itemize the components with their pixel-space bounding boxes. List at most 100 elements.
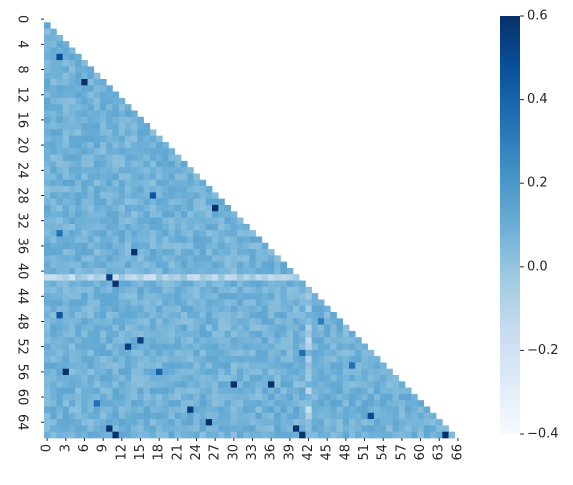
heatmap-cell [87, 324, 95, 332]
heatmap-cell [81, 60, 88, 67]
heatmap-cell [118, 141, 126, 149]
heatmap-cell [218, 293, 225, 300]
heatmap-cell [268, 368, 275, 376]
heatmap-cell [100, 368, 107, 376]
heatmap-cell [93, 330, 101, 338]
heatmap-cell [174, 406, 182, 414]
heatmap-cell [149, 267, 157, 275]
heatmap-cell [100, 293, 107, 300]
heatmap-cell [93, 343, 101, 351]
heatmap-cell [305, 305, 312, 313]
heatmap-cell [187, 356, 194, 363]
heatmap-cell [218, 280, 225, 288]
heatmap-cell [230, 236, 238, 244]
heatmap-cell [81, 192, 88, 200]
heatmap-cell [124, 230, 132, 237]
heatmap-cell [187, 375, 194, 382]
heatmap-cell [373, 406, 381, 414]
heatmap-cell [131, 242, 138, 250]
heatmap-cell [44, 242, 51, 250]
heatmap-cell [392, 406, 400, 414]
heatmap-cell [124, 141, 132, 149]
heatmap-cell [112, 387, 120, 395]
heatmap-cell [75, 381, 82, 388]
heatmap-cell [280, 267, 288, 275]
heatmap-cell [56, 387, 64, 395]
heatmap-cell [56, 349, 64, 357]
heatmap-cell [212, 261, 219, 269]
heatmap-cell [68, 337, 76, 344]
heatmap-cell [44, 154, 51, 162]
heatmap-cell [50, 274, 57, 281]
heatmap-cell [56, 160, 64, 168]
heatmap-cell [112, 375, 120, 382]
heatmap-cell [392, 387, 400, 395]
heatmap-cell [50, 267, 57, 275]
heatmap-cell [230, 324, 238, 332]
heatmap-cell [44, 148, 51, 155]
heatmap-cell [236, 368, 244, 376]
heatmap-cell [236, 267, 244, 275]
heatmap-cell [137, 299, 144, 307]
heatmap-cell [68, 167, 76, 174]
heatmap-cell [274, 406, 281, 414]
heatmap-cell [187, 280, 194, 288]
heatmap-cell [398, 381, 406, 388]
heatmap-cell [44, 236, 51, 244]
heatmap-cell [68, 431, 76, 439]
heatmap-cell [205, 192, 213, 200]
heatmap-cell [137, 312, 144, 319]
heatmap-cell [87, 381, 95, 388]
heatmap-cell [137, 148, 144, 155]
heatmap-cell [305, 387, 312, 395]
heatmap-cell [68, 381, 76, 388]
heatmap-cell [93, 419, 101, 426]
heatmap-cell [249, 236, 256, 244]
heatmap-cell [162, 192, 169, 200]
heatmap-cell [62, 393, 70, 401]
heatmap-cell [199, 242, 207, 250]
colorbar [500, 16, 520, 434]
heatmap-cell [230, 425, 238, 433]
heatmap-cell [417, 419, 424, 426]
heatmap-cell [199, 249, 207, 256]
heatmap-cell [274, 267, 281, 275]
heatmap-cell [75, 393, 82, 401]
heatmap-cell [336, 425, 344, 433]
heatmap-cell [81, 123, 88, 130]
heatmap-cell [137, 141, 144, 149]
heatmap-cell [268, 362, 275, 370]
heatmap-cell [180, 318, 188, 325]
heatmap-cell [68, 47, 76, 55]
heatmap-cell [75, 400, 82, 407]
heatmap-cell [149, 129, 157, 137]
heatmap-cell [187, 299, 194, 307]
heatmap-cell [162, 375, 169, 382]
y-tick-label: 60 [15, 389, 30, 406]
heatmap-cell [162, 173, 169, 181]
heatmap-cell [149, 160, 157, 168]
heatmap-cell [268, 330, 275, 338]
heatmap-cell [131, 425, 138, 433]
heatmap-cell [205, 381, 213, 388]
heatmap-cell [162, 431, 169, 439]
heatmap-cell [131, 236, 138, 244]
heatmap-cell [124, 312, 132, 319]
heatmap-cell [212, 198, 219, 206]
heatmap-cell [56, 412, 64, 420]
heatmap-cell [62, 242, 70, 250]
heatmap-cell [199, 286, 207, 294]
heatmap-cell [268, 337, 275, 344]
heatmap-cell [180, 274, 188, 281]
heatmap-cell [180, 211, 188, 218]
heatmap-cell [280, 343, 288, 351]
heatmap-cell [149, 179, 157, 187]
heatmap-cell [311, 387, 319, 395]
heatmap-cell [199, 312, 207, 319]
heatmap-cell [224, 236, 232, 244]
heatmap-cell [373, 381, 381, 388]
heatmap-cell [87, 173, 95, 181]
heatmap-cell [268, 400, 275, 407]
heatmap-cell [230, 356, 238, 363]
heatmap-cell [87, 255, 95, 262]
